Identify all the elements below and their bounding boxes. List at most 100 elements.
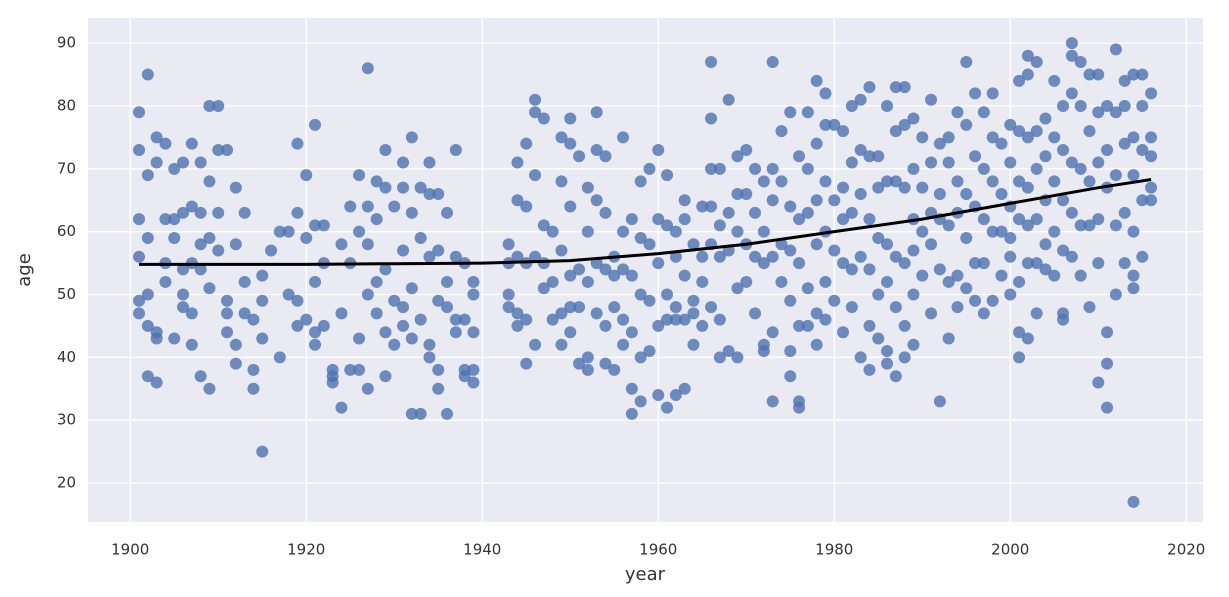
point: [537, 282, 550, 295]
point: [608, 269, 621, 282]
point: [1065, 87, 1078, 100]
point: [1118, 99, 1131, 112]
point: [291, 294, 304, 307]
point: [168, 162, 181, 175]
point: [977, 307, 990, 320]
point: [757, 257, 770, 270]
point: [1057, 194, 1070, 207]
point: [837, 125, 850, 138]
point: [1065, 49, 1078, 62]
point: [590, 307, 603, 320]
point: [194, 206, 207, 219]
point: [194, 238, 207, 251]
point: [546, 225, 559, 238]
point: [203, 282, 216, 295]
point: [1118, 74, 1131, 87]
point: [898, 351, 911, 364]
point: [696, 250, 709, 263]
point: [1145, 131, 1158, 144]
point: [344, 200, 357, 213]
point: [361, 238, 374, 251]
point: [749, 250, 762, 263]
point: [141, 68, 154, 81]
point: [177, 263, 190, 276]
point: [828, 118, 841, 131]
point: [819, 118, 832, 131]
point: [1074, 269, 1087, 282]
point: [273, 225, 286, 238]
point: [617, 225, 630, 238]
x-tick-label: 1940: [463, 541, 501, 559]
point: [1092, 213, 1105, 226]
point: [291, 137, 304, 150]
point: [740, 143, 753, 156]
point: [529, 250, 542, 263]
point: [1057, 244, 1070, 257]
point: [1145, 194, 1158, 207]
point: [388, 200, 401, 213]
point: [256, 294, 269, 307]
point: [1109, 43, 1122, 56]
point: [1048, 225, 1061, 238]
point: [1109, 288, 1122, 301]
point: [1145, 87, 1158, 100]
point: [1127, 495, 1140, 508]
point: [731, 351, 744, 364]
point: [845, 99, 858, 112]
point: [291, 206, 304, 219]
point: [678, 313, 691, 326]
point: [573, 263, 586, 276]
point: [441, 275, 454, 288]
point: [819, 175, 832, 188]
point: [942, 332, 955, 345]
point: [581, 181, 594, 194]
point: [194, 263, 207, 276]
point: [1030, 213, 1043, 226]
point: [353, 225, 366, 238]
point: [986, 87, 999, 100]
point: [661, 169, 674, 182]
point: [309, 326, 322, 339]
point: [379, 326, 392, 339]
point: [185, 338, 198, 351]
point: [854, 187, 867, 200]
plot-background: [88, 18, 1203, 522]
point: [907, 112, 920, 125]
point: [133, 143, 146, 156]
point: [502, 301, 515, 314]
point: [643, 238, 656, 251]
point: [150, 131, 163, 144]
point: [432, 187, 445, 200]
point: [898, 81, 911, 94]
point: [854, 93, 867, 106]
point: [300, 231, 313, 244]
point: [1092, 106, 1105, 119]
point: [722, 206, 735, 219]
point: [564, 137, 577, 150]
point: [1101, 357, 1114, 370]
point: [185, 307, 198, 320]
point: [361, 382, 374, 395]
point: [353, 332, 366, 345]
point: [379, 143, 392, 156]
point: [766, 326, 779, 339]
point: [731, 282, 744, 295]
point: [810, 194, 823, 207]
point: [995, 225, 1008, 238]
point: [1057, 143, 1070, 156]
point: [696, 319, 709, 332]
point: [881, 275, 894, 288]
point: [669, 313, 682, 326]
point: [405, 407, 418, 420]
point: [801, 162, 814, 175]
point: [863, 263, 876, 276]
point: [1004, 250, 1017, 263]
point: [713, 351, 726, 364]
point: [617, 313, 630, 326]
point: [1074, 55, 1087, 68]
point: [1074, 219, 1087, 232]
point: [881, 99, 894, 112]
point: [1021, 257, 1034, 270]
point: [713, 162, 726, 175]
point: [889, 250, 902, 263]
